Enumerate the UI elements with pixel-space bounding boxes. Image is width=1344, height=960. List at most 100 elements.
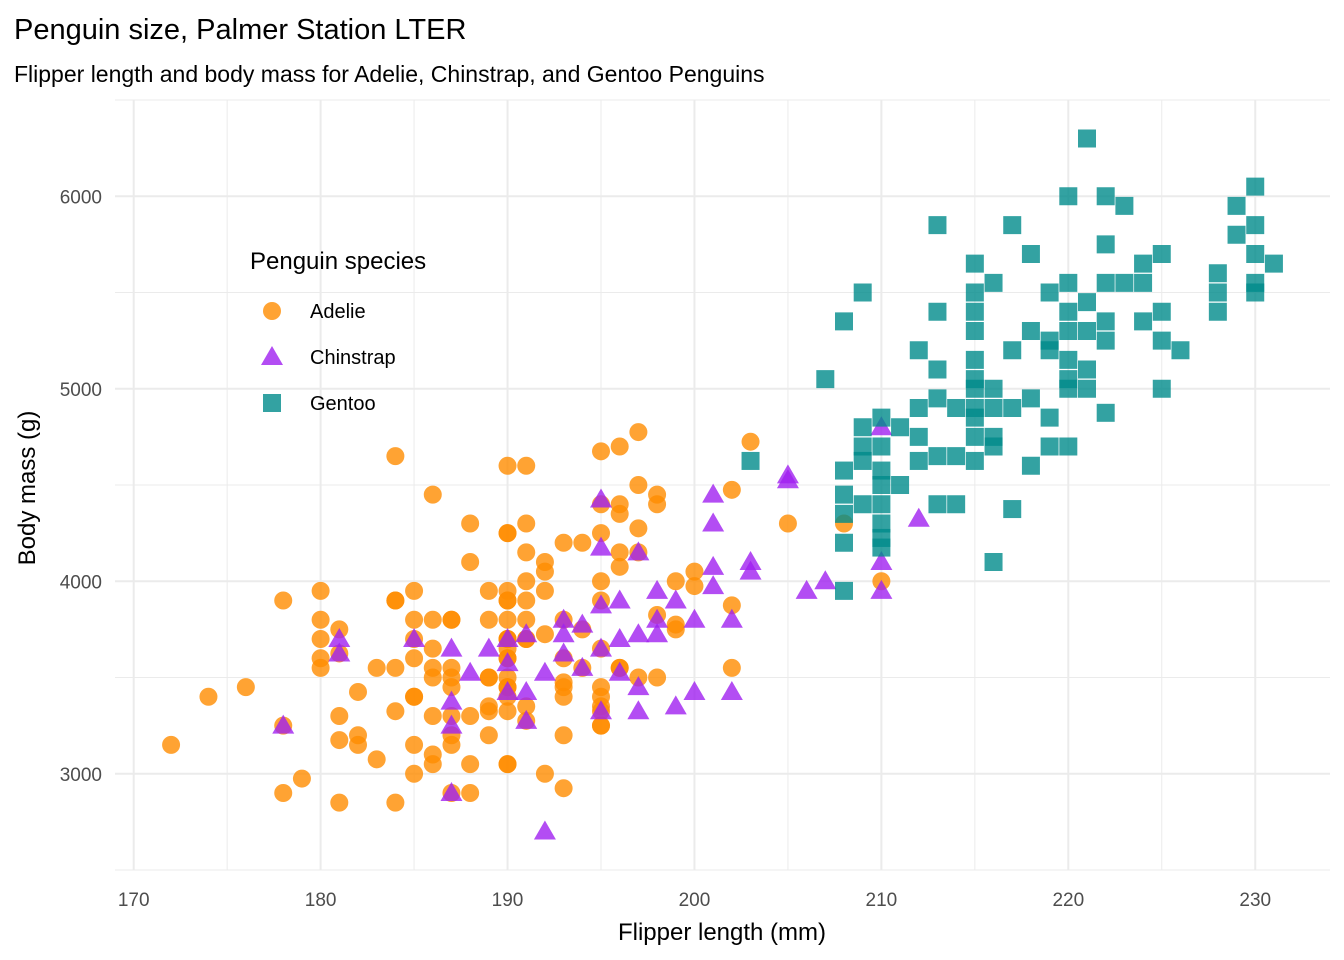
adelie-point <box>741 432 760 451</box>
chinstrap-point <box>664 695 687 715</box>
gentoo-point <box>947 399 966 417</box>
adelie-point <box>535 553 554 571</box>
adelie-point <box>722 658 741 677</box>
chinstrap-point <box>795 579 818 599</box>
data-points <box>162 129 1283 840</box>
adelie-point <box>311 658 330 677</box>
adelie-point <box>442 610 461 629</box>
adelie-point <box>423 707 442 725</box>
adelie-point <box>199 687 218 706</box>
gentoo-point <box>1227 225 1246 244</box>
gentoo-point <box>1171 341 1190 360</box>
gentoo-point <box>1078 360 1096 379</box>
adelie-point <box>629 519 648 538</box>
adelie-point <box>629 423 648 442</box>
adelie-point <box>592 572 610 591</box>
adelie-point <box>274 784 293 802</box>
chinstrap-point <box>608 628 631 647</box>
adelie-point <box>330 793 349 812</box>
x-axis-ticks: 170 180 190 200 210 220 230 <box>118 890 1271 911</box>
gentoo-point <box>965 283 984 302</box>
legend-item-gentoo: Gentoo <box>263 393 376 415</box>
adelie-point <box>330 707 349 725</box>
adelie-point <box>592 716 610 735</box>
adelie-point <box>778 514 797 533</box>
y-axis-ticks: 3000 4000 5000 6000 <box>60 187 102 786</box>
chinstrap-point <box>702 555 725 575</box>
gentoo-point <box>1078 379 1096 398</box>
legend-triangle-icon <box>261 346 283 365</box>
gentoo-point <box>872 495 891 514</box>
legend-label: Chinstrap <box>310 347 396 369</box>
adelie-point <box>405 610 424 629</box>
legend-item-adelie: Adelie <box>263 301 366 323</box>
gentoo-point <box>853 418 872 437</box>
legend-label: Gentoo <box>310 393 376 415</box>
x-tick-label: 220 <box>1052 890 1084 911</box>
adelie-point <box>498 702 517 721</box>
legend-label: Adelie <box>310 301 366 323</box>
adelie-point <box>405 581 424 600</box>
adelie-point <box>648 668 667 687</box>
adelie-point <box>386 658 405 677</box>
adelie-point <box>517 591 536 610</box>
adelie-point <box>610 504 629 523</box>
chinstrap-point <box>440 714 463 734</box>
gentoo-point <box>909 399 928 417</box>
adelie-point <box>405 735 424 754</box>
chinstrap-point <box>328 628 351 647</box>
gentoo-point <box>872 437 891 456</box>
gentoo-point <box>1096 312 1115 331</box>
gentoo-point <box>1059 437 1078 456</box>
adelie-point <box>517 697 536 716</box>
gentoo-point <box>835 312 853 331</box>
gentoo-point <box>1078 322 1096 340</box>
gentoo-point <box>1021 456 1040 475</box>
gentoo-point <box>1040 408 1059 427</box>
adelie-point <box>610 557 629 576</box>
gentoo-point <box>1003 341 1022 360</box>
gentoo-point <box>965 322 984 340</box>
chinstrap-point <box>440 782 463 801</box>
gentoo-point <box>1152 302 1171 321</box>
x-tick-label: 230 <box>1239 890 1271 911</box>
chinstrap-point <box>440 690 463 710</box>
gentoo-point <box>1021 322 1040 340</box>
adelie-point <box>666 615 685 634</box>
x-tick-label: 170 <box>118 890 150 911</box>
chinstrap-point <box>608 589 631 609</box>
gentoo-point <box>835 485 853 504</box>
gentoo-point <box>835 581 853 600</box>
gentoo-point <box>1152 331 1171 350</box>
adelie-point <box>535 764 554 783</box>
adelie-point <box>592 524 610 543</box>
gentoo-point <box>741 451 760 470</box>
gentoo-point <box>965 451 984 470</box>
adelie-point <box>311 610 330 629</box>
chinstrap-point <box>608 661 631 681</box>
chinstrap-point <box>646 579 669 599</box>
adelie-point <box>461 553 480 571</box>
adelie-point <box>610 437 629 456</box>
gentoo-point <box>1134 254 1153 273</box>
gentoo-point <box>928 216 947 235</box>
adelie-point <box>405 764 424 783</box>
grid <box>115 99 1330 871</box>
chinstrap-point <box>627 541 650 561</box>
adelie-point <box>386 591 405 610</box>
gentoo-point <box>872 461 891 480</box>
adelie-point <box>610 543 629 562</box>
gentoo-point <box>1208 302 1227 321</box>
chinstrap-point <box>776 469 799 489</box>
adelie-point <box>405 649 424 668</box>
adelie-point <box>535 625 554 644</box>
chinstrap-point <box>590 536 612 556</box>
adelie-point <box>592 442 610 461</box>
gentoo-point <box>1134 312 1153 331</box>
gentoo-point <box>1096 235 1115 254</box>
adelie-point <box>479 702 498 721</box>
adelie-point <box>685 577 704 596</box>
gentoo-point <box>947 495 966 514</box>
adelie-point <box>311 581 330 600</box>
